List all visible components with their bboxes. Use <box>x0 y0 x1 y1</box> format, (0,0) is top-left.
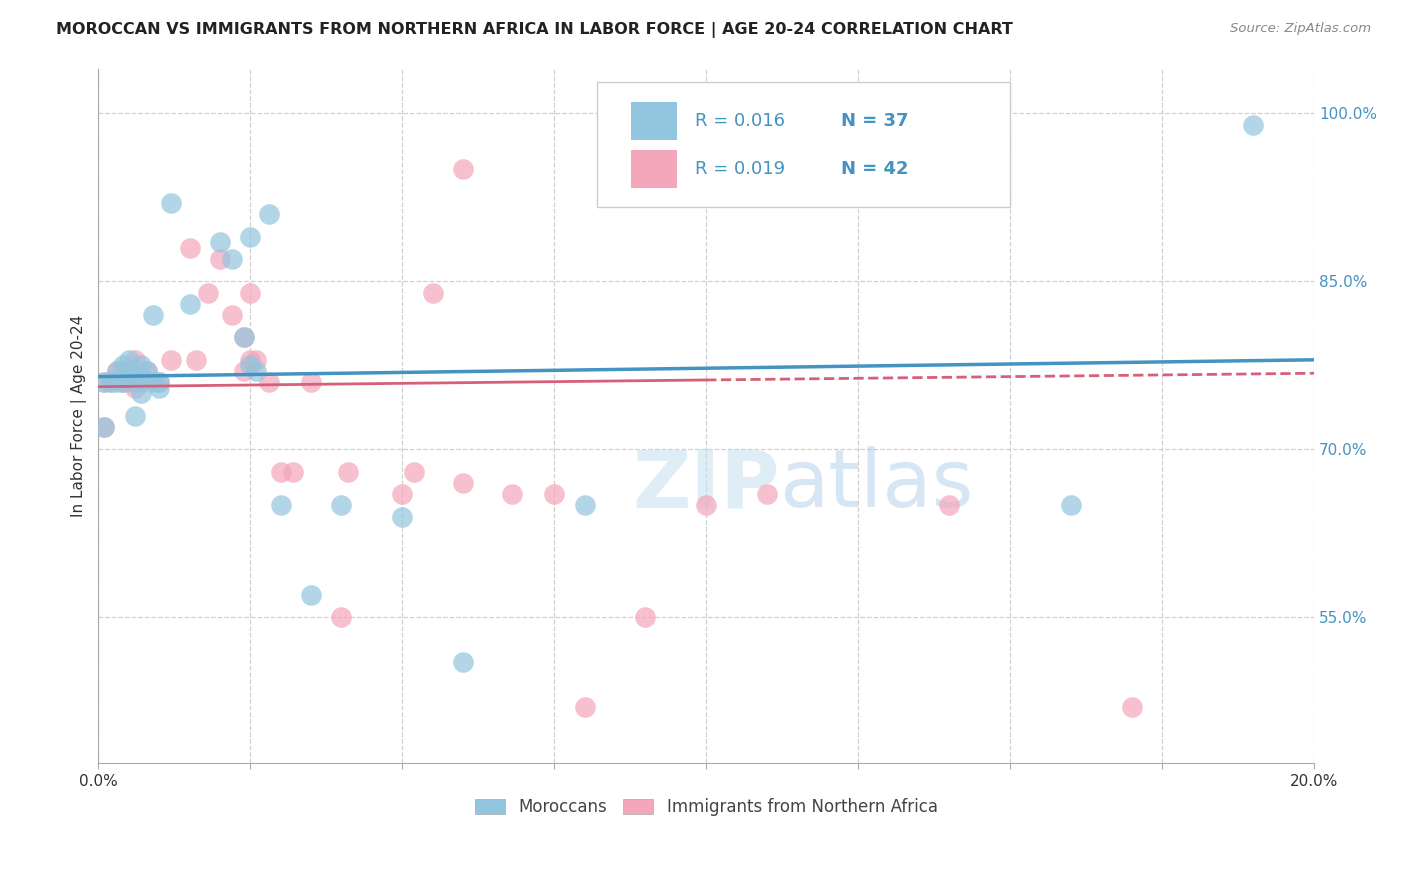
Point <box>233 330 256 344</box>
Point <box>257 375 280 389</box>
Point <box>136 364 159 378</box>
Point <box>105 364 128 378</box>
Point <box>221 252 243 266</box>
Point <box>245 352 267 367</box>
Text: N = 37: N = 37 <box>841 112 908 129</box>
Point <box>391 487 413 501</box>
Point <box>160 352 183 367</box>
Point <box>239 285 262 300</box>
Point <box>330 610 353 624</box>
Point <box>270 465 292 479</box>
Point <box>160 196 183 211</box>
Point <box>239 352 262 367</box>
Text: atlas: atlas <box>779 446 973 524</box>
Text: R = 0.016: R = 0.016 <box>696 112 786 129</box>
Point <box>451 655 474 669</box>
Point <box>124 352 146 367</box>
Text: Source: ZipAtlas.com: Source: ZipAtlas.com <box>1230 22 1371 36</box>
Point <box>118 364 141 378</box>
Point <box>118 364 141 378</box>
Point <box>299 375 322 389</box>
Point <box>336 465 359 479</box>
Point <box>695 499 717 513</box>
Point <box>1121 700 1143 714</box>
Point <box>208 235 231 249</box>
Point <box>451 162 474 177</box>
Legend: Moroccans, Immigrants from Northern Africa: Moroccans, Immigrants from Northern Afri… <box>467 789 946 824</box>
Point <box>938 499 960 513</box>
FancyBboxPatch shape <box>596 82 1010 208</box>
Point <box>543 487 565 501</box>
Point <box>118 352 141 367</box>
Point <box>129 359 152 373</box>
Point <box>208 252 231 266</box>
Text: MOROCCAN VS IMMIGRANTS FROM NORTHERN AFRICA IN LABOR FORCE | AGE 20-24 CORRELATI: MOROCCAN VS IMMIGRANTS FROM NORTHERN AFR… <box>56 22 1014 38</box>
Point <box>148 375 170 389</box>
Point <box>93 375 115 389</box>
Point <box>111 375 134 389</box>
Point <box>233 364 256 378</box>
FancyBboxPatch shape <box>631 102 678 140</box>
Point <box>299 588 322 602</box>
Point <box>93 420 115 434</box>
Point <box>634 610 657 624</box>
Text: R = 0.019: R = 0.019 <box>696 161 786 178</box>
Point <box>1060 499 1083 513</box>
Point <box>451 476 474 491</box>
Point <box>129 386 152 401</box>
Point <box>105 375 128 389</box>
Point <box>422 285 444 300</box>
Point <box>233 330 256 344</box>
Point <box>574 700 596 714</box>
Point <box>501 487 523 501</box>
Point <box>184 352 207 367</box>
Point <box>281 465 304 479</box>
Point <box>124 375 146 389</box>
Point <box>93 375 115 389</box>
Point <box>148 381 170 395</box>
Point <box>142 375 165 389</box>
Point <box>111 359 134 373</box>
Point <box>221 308 243 322</box>
Point <box>245 364 267 378</box>
Point <box>105 364 128 378</box>
Point <box>197 285 219 300</box>
Point <box>100 375 122 389</box>
Point <box>118 375 141 389</box>
Text: N = 42: N = 42 <box>841 161 908 178</box>
Point <box>100 375 122 389</box>
Text: ZIP: ZIP <box>631 446 779 524</box>
Point <box>129 369 152 384</box>
Point <box>257 207 280 221</box>
Point <box>148 375 170 389</box>
Point <box>118 369 141 384</box>
Point <box>142 308 165 322</box>
Point <box>124 409 146 423</box>
Point <box>574 499 596 513</box>
FancyBboxPatch shape <box>631 150 678 188</box>
Point <box>756 487 779 501</box>
Point <box>1241 118 1264 132</box>
Point <box>391 509 413 524</box>
Point <box>129 375 152 389</box>
Point <box>270 499 292 513</box>
Point <box>179 241 201 255</box>
Point <box>239 229 262 244</box>
Point <box>136 364 159 378</box>
Point <box>404 465 426 479</box>
Point <box>124 381 146 395</box>
Point <box>93 420 115 434</box>
Y-axis label: In Labor Force | Age 20-24: In Labor Force | Age 20-24 <box>72 315 87 517</box>
Point <box>111 375 134 389</box>
Point <box>330 499 353 513</box>
Point <box>179 297 201 311</box>
Point <box>239 359 262 373</box>
